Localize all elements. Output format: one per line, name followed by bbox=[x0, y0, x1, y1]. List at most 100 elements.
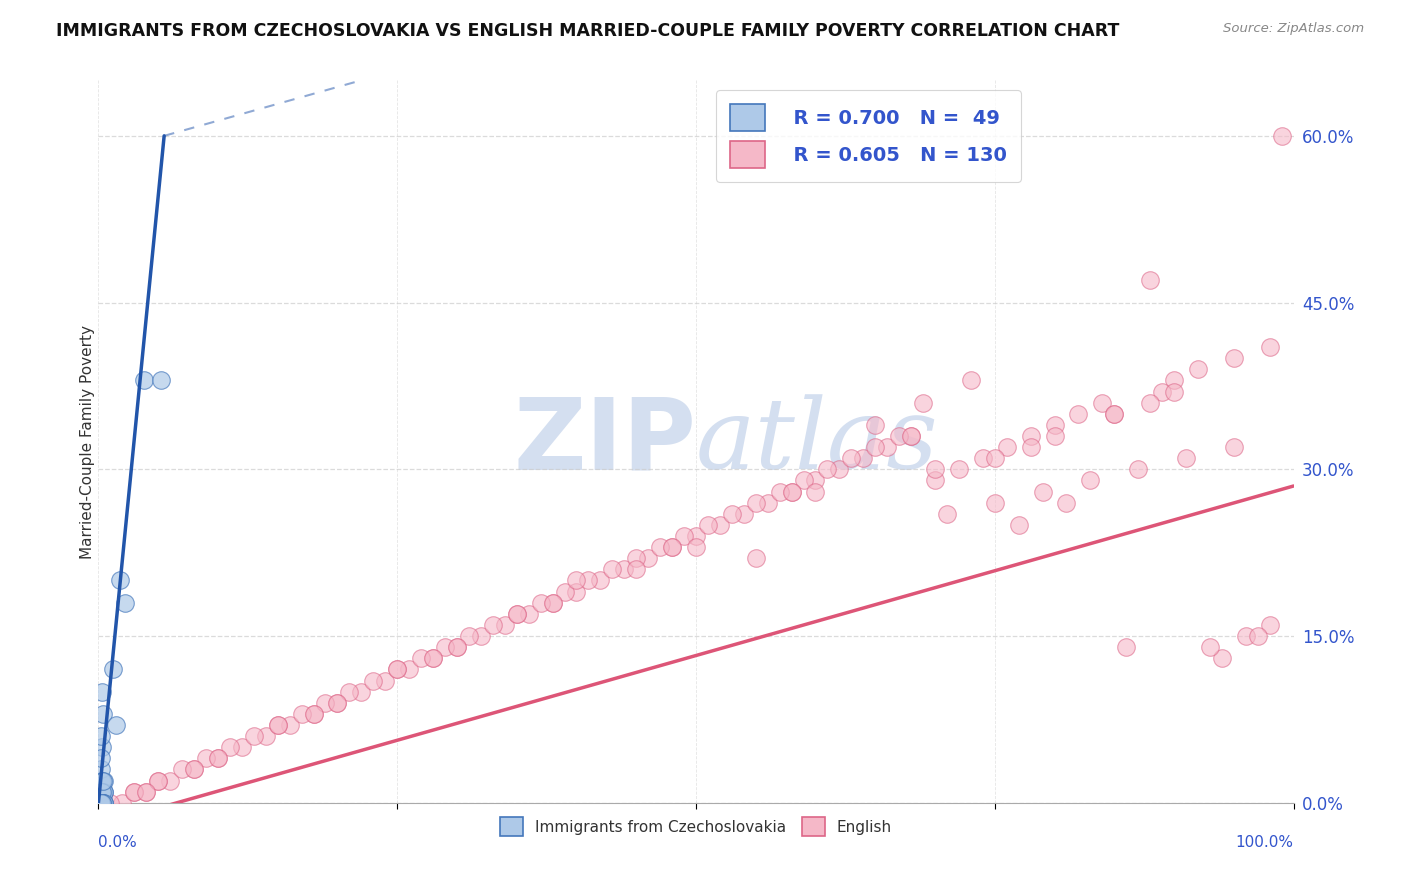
Point bbox=[530, 596, 553, 610]
Point bbox=[114, 596, 136, 610]
Point bbox=[613, 562, 636, 576]
Point bbox=[339, 684, 361, 698]
Point bbox=[661, 540, 683, 554]
Point bbox=[90, 796, 112, 810]
Point bbox=[91, 796, 114, 810]
Point bbox=[995, 440, 1018, 454]
Point bbox=[841, 451, 863, 466]
Point bbox=[91, 796, 114, 810]
Point bbox=[91, 796, 114, 810]
Point bbox=[446, 640, 468, 655]
Point bbox=[90, 763, 112, 777]
Point bbox=[1019, 440, 1042, 454]
Point bbox=[733, 507, 755, 521]
Point bbox=[865, 417, 887, 432]
Point bbox=[972, 451, 994, 466]
Point bbox=[1223, 440, 1246, 454]
Point bbox=[91, 796, 114, 810]
Point bbox=[91, 796, 114, 810]
Point bbox=[565, 584, 588, 599]
Point bbox=[207, 751, 229, 765]
Point bbox=[889, 429, 911, 443]
Point bbox=[254, 729, 277, 743]
Point bbox=[828, 462, 851, 476]
Point bbox=[745, 496, 768, 510]
Point bbox=[326, 696, 349, 710]
Point bbox=[1223, 351, 1246, 366]
Point bbox=[1187, 362, 1209, 376]
Point bbox=[1234, 629, 1257, 643]
Point bbox=[90, 773, 112, 788]
Point bbox=[101, 662, 124, 676]
Point bbox=[91, 773, 114, 788]
Point bbox=[697, 517, 720, 532]
Point bbox=[315, 696, 337, 710]
Point bbox=[91, 785, 114, 799]
Point bbox=[1091, 395, 1114, 409]
Text: IMMIGRANTS FROM CZECHOSLOVAKIA VS ENGLISH MARRIED-COUPLE FAMILY POVERTY CORRELAT: IMMIGRANTS FROM CZECHOSLOVAKIA VS ENGLIS… bbox=[56, 22, 1119, 40]
Point bbox=[1163, 373, 1185, 387]
Point bbox=[648, 540, 672, 554]
Point bbox=[756, 496, 779, 510]
Point bbox=[1247, 629, 1270, 643]
Point bbox=[458, 629, 481, 643]
Point bbox=[132, 373, 155, 387]
Point bbox=[1067, 407, 1090, 421]
Point bbox=[363, 673, 385, 688]
Point bbox=[91, 796, 114, 810]
Point bbox=[91, 796, 114, 810]
Point bbox=[302, 706, 325, 721]
Point bbox=[1258, 340, 1281, 354]
Point bbox=[90, 796, 112, 810]
Point bbox=[1104, 407, 1126, 421]
Point bbox=[780, 484, 803, 499]
Y-axis label: Married-Couple Family Poverty: Married-Couple Family Poverty bbox=[80, 325, 94, 558]
Point bbox=[852, 451, 875, 466]
Point bbox=[865, 440, 887, 454]
Point bbox=[91, 796, 114, 810]
Point bbox=[626, 562, 648, 576]
Point bbox=[673, 529, 696, 543]
Point bbox=[93, 796, 115, 810]
Point bbox=[278, 718, 301, 732]
Point bbox=[231, 740, 253, 755]
Point bbox=[1115, 640, 1137, 655]
Point bbox=[984, 496, 1007, 510]
Point bbox=[90, 796, 112, 810]
Point bbox=[709, 517, 731, 532]
Text: atlas: atlas bbox=[696, 394, 939, 489]
Point bbox=[554, 584, 576, 599]
Point bbox=[219, 740, 242, 755]
Point bbox=[91, 796, 114, 810]
Point bbox=[350, 684, 373, 698]
Point bbox=[506, 607, 529, 621]
Point bbox=[1104, 407, 1126, 421]
Point bbox=[385, 662, 409, 676]
Point bbox=[93, 773, 115, 788]
Point bbox=[148, 773, 170, 788]
Text: Source: ZipAtlas.com: Source: ZipAtlas.com bbox=[1223, 22, 1364, 36]
Point bbox=[793, 474, 815, 488]
Point bbox=[745, 551, 768, 566]
Point bbox=[135, 785, 157, 799]
Point bbox=[91, 785, 114, 799]
Point bbox=[267, 718, 290, 732]
Point bbox=[434, 640, 457, 655]
Point bbox=[105, 718, 128, 732]
Point bbox=[91, 796, 114, 810]
Point bbox=[685, 529, 707, 543]
Point bbox=[302, 706, 325, 721]
Point bbox=[900, 429, 922, 443]
Point bbox=[685, 540, 707, 554]
Point bbox=[124, 785, 146, 799]
Point bbox=[1163, 384, 1185, 399]
Point bbox=[815, 462, 838, 476]
Point bbox=[91, 796, 114, 810]
Point bbox=[900, 429, 922, 443]
Point bbox=[541, 596, 564, 610]
Point bbox=[602, 562, 624, 576]
Point bbox=[924, 462, 946, 476]
Point bbox=[91, 706, 114, 721]
Point bbox=[517, 607, 540, 621]
Point bbox=[1043, 417, 1066, 432]
